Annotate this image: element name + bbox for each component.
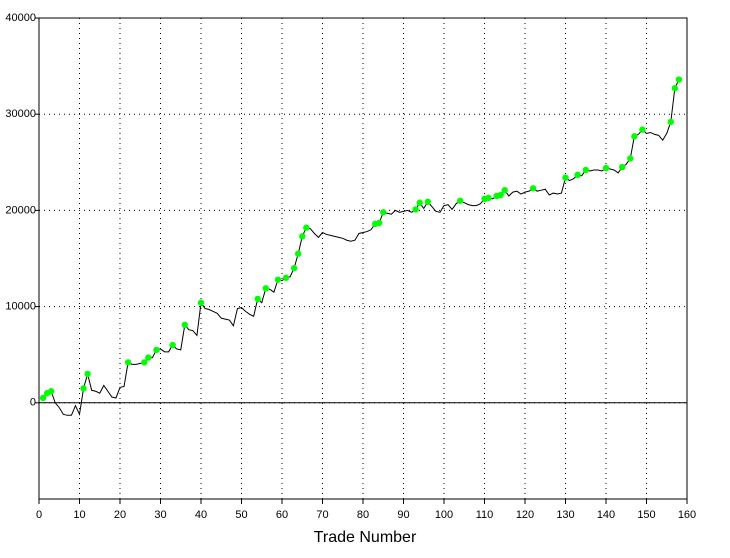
x-tick-label: 10 (73, 509, 85, 521)
new-high-marker (671, 85, 679, 92)
new-high-marker (47, 388, 55, 395)
x-axis-label: Trade Number (314, 529, 417, 546)
new-high-marker (675, 76, 683, 83)
x-tick-label: 20 (114, 509, 126, 521)
new-high-marker (39, 394, 47, 402)
new-high-marker (181, 321, 188, 329)
x-tick-label: 80 (357, 509, 369, 521)
new-high-marker (295, 250, 302, 257)
x-tick-label: 100 (435, 509, 453, 521)
y-tick-label: 0 (30, 397, 36, 409)
x-tick-label: 110 (476, 509, 494, 521)
x-tick-label: 30 (154, 509, 166, 521)
new-high-marker (282, 274, 290, 281)
new-high-marker (274, 276, 282, 283)
new-high-marker (667, 118, 674, 126)
new-high-marker (254, 295, 261, 303)
new-high-marker (457, 197, 464, 204)
y-tick-label: 30000 (5, 108, 36, 120)
new-high-marker (582, 166, 589, 174)
new-high-marker (627, 155, 634, 162)
x-tick-label: 40 (195, 509, 207, 521)
new-high-marker (529, 185, 537, 192)
new-high-marker (424, 198, 431, 205)
x-tick-label: 0 (36, 509, 42, 521)
x-tick-label: 140 (597, 509, 615, 521)
new-high-marker (416, 199, 423, 206)
new-high-marker (153, 346, 160, 354)
new-high-marker (303, 224, 310, 231)
x-tick-label: 130 (556, 509, 574, 521)
new-high-marker (485, 194, 492, 202)
new-high-marker (145, 354, 152, 361)
new-high-marker (84, 370, 91, 378)
new-high-marker (501, 186, 508, 194)
x-tick-label: 60 (276, 509, 288, 521)
new-high-marker (262, 285, 269, 292)
new-high-marker (619, 163, 626, 171)
new-high-marker (124, 359, 132, 366)
x-tick-label: 160 (678, 509, 696, 521)
new-high-marker (497, 191, 504, 199)
new-high-marker (197, 299, 205, 306)
y-tick-label: 20000 (5, 204, 36, 216)
new-high-marker (376, 219, 383, 227)
x-tick-label: 150 (637, 509, 655, 521)
x-tick-label: 120 (516, 509, 534, 521)
new-high-marker (574, 171, 581, 179)
new-high-marker (562, 174, 569, 181)
y-tick-label: 40000 (5, 12, 36, 24)
new-high-marker (290, 264, 298, 272)
new-high-marker (639, 126, 646, 133)
new-high-marker (380, 209, 387, 216)
x-tick-label: 50 (235, 509, 247, 521)
new-high-marker (80, 385, 87, 392)
y-tick-label: 10000 (5, 301, 36, 313)
new-high-marker (299, 233, 306, 240)
x-tick-label: 90 (397, 509, 409, 521)
new-high-marker (631, 133, 638, 140)
new-high-marker (169, 341, 176, 349)
new-high-marker (141, 359, 148, 366)
new-high-marker (412, 206, 419, 213)
x-tick-label: 70 (316, 509, 328, 521)
new-high-marker (602, 164, 610, 172)
